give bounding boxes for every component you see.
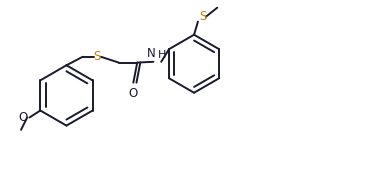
Text: S: S bbox=[199, 10, 206, 23]
Text: S: S bbox=[94, 50, 101, 63]
Text: H: H bbox=[158, 50, 167, 60]
Text: O: O bbox=[18, 111, 27, 124]
Text: O: O bbox=[129, 87, 138, 100]
Text: N: N bbox=[147, 47, 155, 60]
